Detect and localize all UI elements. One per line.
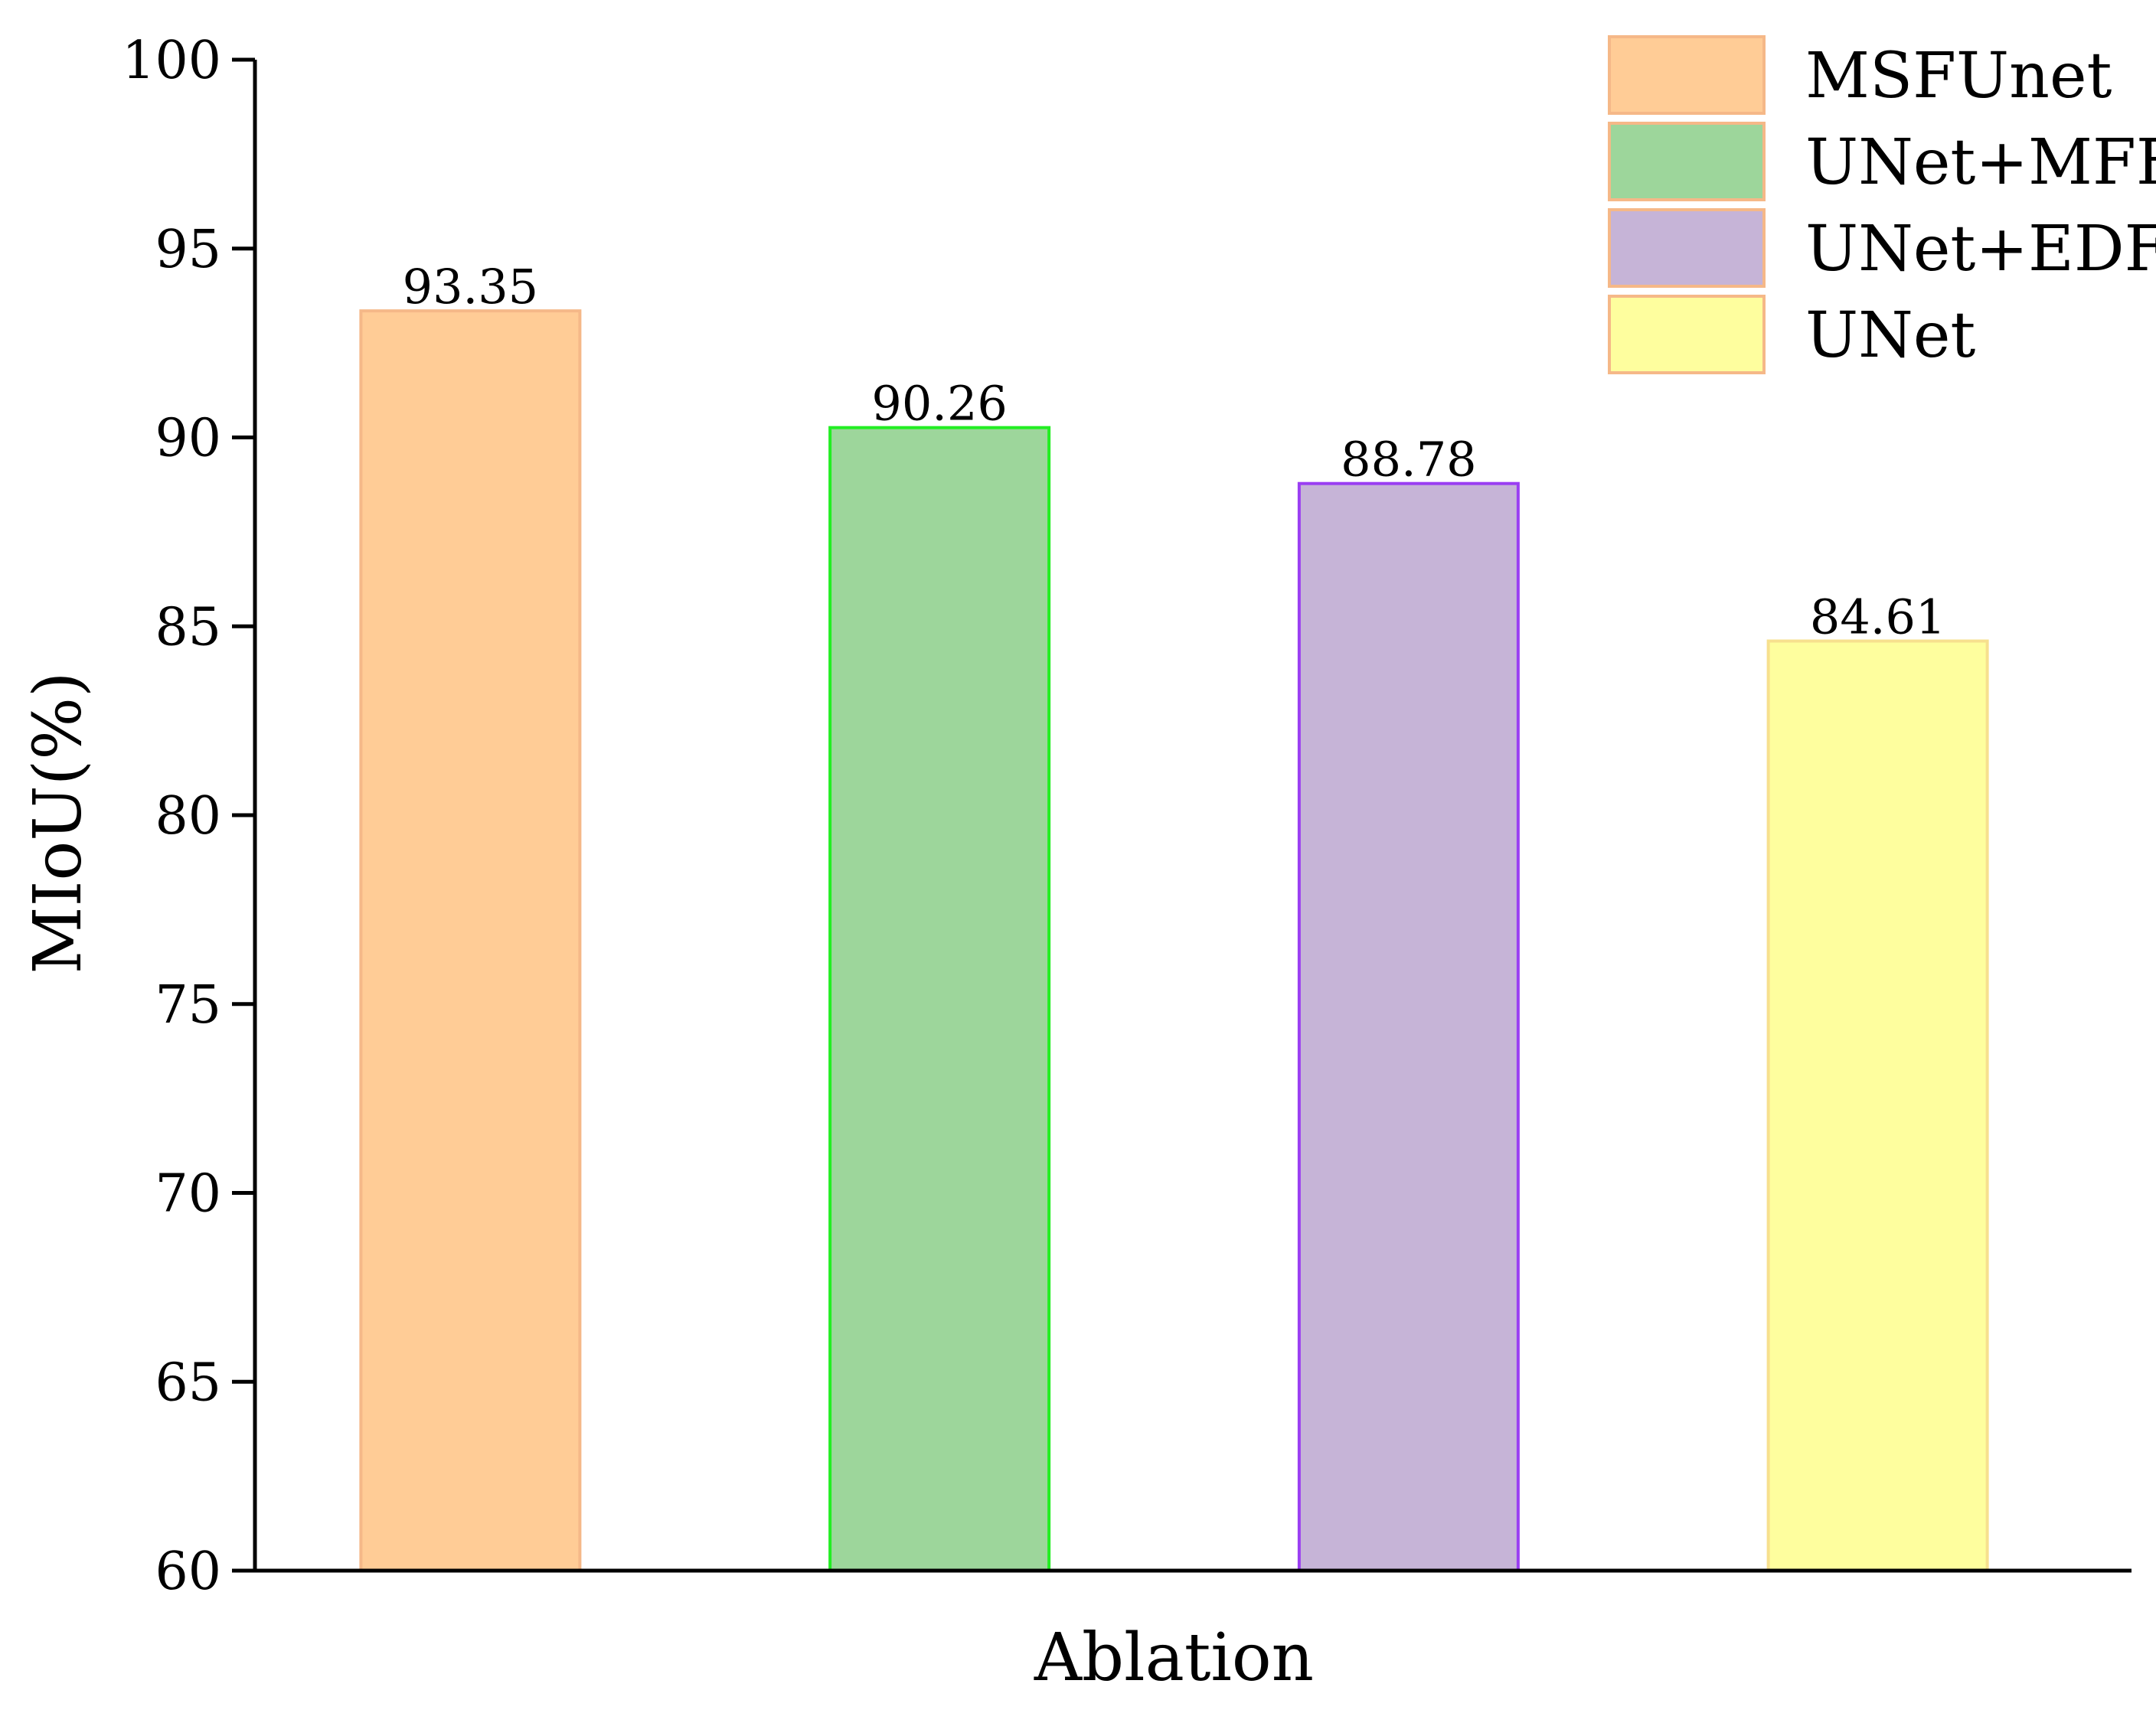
legend-label: UNet+MFF (1805, 126, 2156, 199)
bar-value-label: 90.26 (871, 376, 1008, 432)
y-tick-label: 70 (155, 1164, 221, 1225)
y-tick-label: 60 (155, 1542, 221, 1602)
x-axis-title: Ablation (1034, 1620, 1314, 1696)
y-tick-label: 95 (155, 220, 221, 280)
bar-msfunet (359, 309, 582, 1572)
y-tick-label: 100 (122, 31, 221, 91)
bar-value-label: 88.78 (1341, 432, 1477, 488)
legend-swatch (1608, 208, 1766, 288)
y-axis-title: MIoU(%) (20, 671, 96, 974)
legend-label: MSFUnet (1805, 40, 2112, 113)
legend: MSFUnet UNet+MFF UNet+EDF UNet (1608, 35, 2156, 374)
bar-unet (1766, 639, 1989, 1573)
legend-swatch (1608, 295, 1766, 374)
bar-unet-mff (828, 426, 1051, 1573)
legend-label: UNet (1805, 299, 1975, 372)
y-tick-label: 65 (155, 1352, 221, 1413)
y-tick-label: 75 (155, 975, 221, 1036)
bar-value-label: 84.61 (1810, 589, 1946, 644)
y-tick-label: 80 (155, 786, 221, 847)
legend-swatch (1608, 35, 1766, 115)
y-axis-ticks: 60 65 70 75 80 85 90 95 100 (122, 31, 255, 1602)
legend-label: UNet+EDF (1805, 213, 2156, 286)
legend-swatch (1608, 122, 1766, 201)
bars-group (359, 309, 1989, 1573)
y-tick-label: 85 (155, 597, 221, 657)
bar-value-label: 93.35 (403, 259, 539, 315)
data-labels-group: 93.35 90.26 88.78 84.61 (403, 259, 1946, 644)
bar-unet-edf (1297, 481, 1520, 1572)
y-tick-label: 90 (155, 409, 221, 469)
